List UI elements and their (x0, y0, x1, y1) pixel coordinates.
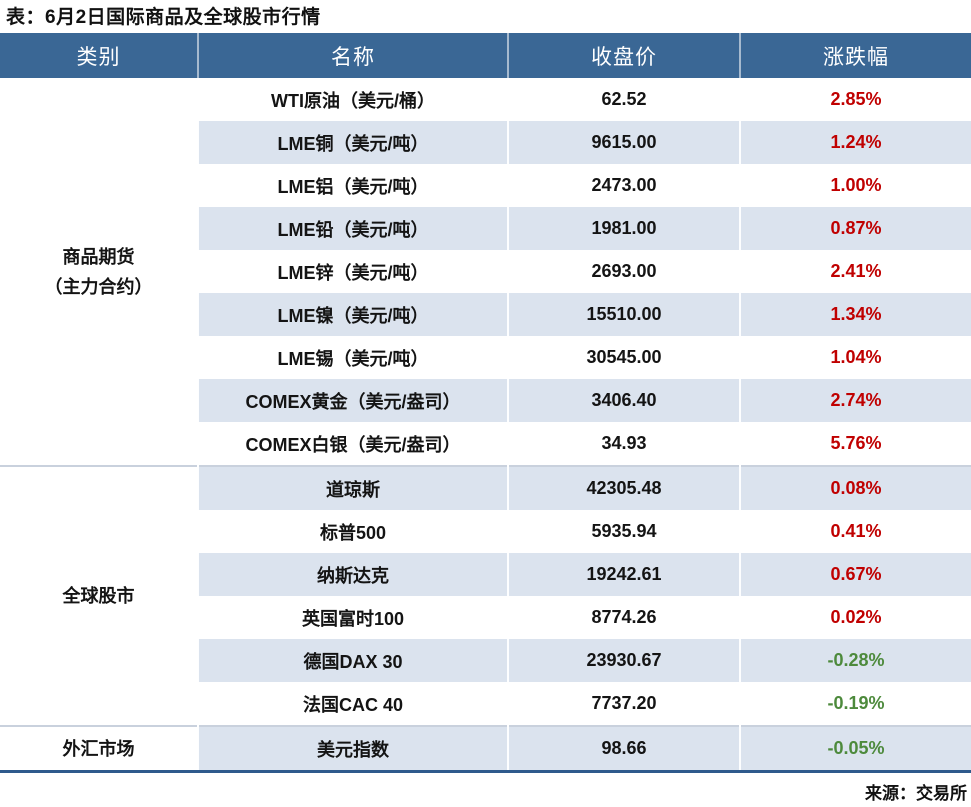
close-price-cell: 2693.00 (507, 250, 740, 293)
market-table: 类别 名称 收盘价 涨跌幅 商品期货 （主力合约） WTI原油（美元/桶） 62.52 2.8… (0, 33, 971, 770)
name-cell: 纳斯达克 (197, 553, 508, 596)
table-row: COMEX白银（美元/盎司） 34.93 5.76% (0, 422, 971, 466)
change-percent-cell: 2.74% (739, 379, 971, 422)
change-percent-cell: 2.85% (739, 78, 971, 121)
name-cell: WTI原油（美元/桶） (197, 78, 508, 121)
table-row: 外汇市场 美元指数 98.66 -0.05% (0, 725, 971, 770)
change-percent-cell: 0.67% (739, 553, 971, 596)
header-row: 类别 名称 收盘价 涨跌幅 (0, 33, 971, 78)
table-row: LME铝（美元/吨） 2473.00 1.00% (0, 164, 971, 207)
table-row: 德国DAX 30 23930.67 -0.28% (0, 639, 971, 682)
name-cell: LME铜（美元/吨） (197, 121, 508, 164)
table-row: LME镍（美元/吨） 15510.00 1.34% (0, 293, 971, 336)
close-price-cell: 15510.00 (507, 293, 740, 336)
change-percent-cell: 0.08% (739, 465, 971, 510)
close-price-cell: 1981.00 (507, 207, 740, 250)
category-line: 外汇市场 (62, 738, 135, 759)
table-row: 全球股市 道琼斯 42305.48 0.08% (0, 465, 971, 726)
close-price-cell: 30545.00 (507, 336, 740, 379)
column-header-2: 收盘价 (507, 33, 740, 78)
column-header-1: 名称 (197, 33, 508, 78)
close-price-cell: 7737.20 (507, 682, 740, 726)
name-cell: 法国CAC 40 (197, 682, 508, 726)
change-percent-cell: 0.02% (739, 596, 971, 639)
table-row: 标普500 5935.94 0.41% (0, 510, 971, 553)
change-percent-cell: 1.24% (739, 121, 971, 164)
name-cell: LME铝（美元/吨） (197, 164, 508, 207)
name-cell: 英国富时100 (197, 596, 508, 639)
table-row: COMEX黄金（美元/盎司） 3406.40 2.74% (0, 379, 971, 422)
table-title: 表：6月2日国际商品及全球股市行情 (6, 7, 321, 28)
column-header-3: 涨跌幅 (739, 33, 971, 78)
change-percent-cell: 0.87% (739, 207, 971, 250)
column-header-0: 类别 (0, 33, 198, 78)
close-price-cell: 62.52 (507, 78, 740, 121)
table-row: LME锌（美元/吨） 2693.00 2.41% (0, 250, 971, 293)
category-line: 全球股市 (62, 586, 135, 606)
change-percent-cell: 5.76% (739, 422, 971, 466)
change-percent-cell: 1.34% (739, 293, 971, 336)
name-cell: LME锡（美元/吨） (197, 336, 508, 379)
category-cell: 外汇市场 (0, 725, 198, 770)
name-cell: LME铅（美元/吨） (197, 207, 508, 250)
table-row: LME锡（美元/吨） 30545.00 1.04% (0, 336, 971, 379)
close-price-cell: 8774.26 (507, 596, 740, 639)
category-cell: 全球股市 (0, 465, 198, 726)
change-percent-cell: 2.41% (739, 250, 971, 293)
market-table-body: 商品期货 （主力合约） WTI原油（美元/桶） 62.52 2.85% LME铜（美元/吨… (0, 78, 971, 770)
change-percent-cell: -0.19% (739, 682, 971, 726)
name-cell: 标普500 (197, 510, 508, 553)
change-percent-cell: 0.41% (739, 510, 971, 553)
name-cell: 美元指数 (197, 725, 508, 770)
name-cell: 道琼斯 (197, 465, 508, 510)
market-table-wrap: 类别 名称 收盘价 涨跌幅 商品期货 （主力合约） WTI原油（美元/桶） 62.52 2.8… (0, 33, 971, 773)
close-price-cell: 5935.94 (507, 510, 740, 553)
table-row: 纳斯达克 19242.61 0.67% (0, 553, 971, 596)
change-percent-cell: -0.05% (739, 725, 971, 770)
change-percent-cell: 1.00% (739, 164, 971, 207)
close-price-cell: 2473.00 (507, 164, 740, 207)
change-percent-cell: 1.04% (739, 336, 971, 379)
change-percent-cell: -0.28% (739, 639, 971, 682)
table-row: LME铜（美元/吨） 9615.00 1.24% (0, 121, 971, 164)
source-label: 来源：交易所 (865, 784, 967, 803)
table-row: 法国CAC 40 7737.20 -0.19% (0, 682, 971, 726)
table-row: 商品期货 （主力合约） WTI原油（美元/桶） 62.52 2.85% (0, 78, 971, 466)
name-cell: COMEX黄金（美元/盎司） (197, 379, 508, 422)
close-price-cell: 23930.67 (507, 639, 740, 682)
table-row: 英国富时100 8774.26 0.02% (0, 596, 971, 639)
close-price-cell: 9615.00 (507, 121, 740, 164)
name-cell: LME镍（美元/吨） (197, 293, 508, 336)
table-row: LME铅（美元/吨） 1981.00 0.87% (0, 207, 971, 250)
close-price-cell: 19242.61 (507, 553, 740, 596)
name-cell: 德国DAX 30 (197, 639, 508, 682)
name-cell: COMEX白银（美元/盎司） (197, 422, 508, 466)
close-price-cell: 34.93 (507, 422, 740, 466)
close-price-cell: 3406.40 (507, 379, 740, 422)
category-line: 商品期货 (62, 246, 135, 267)
close-price-cell: 42305.48 (507, 465, 740, 510)
name-cell: LME锌（美元/吨） (197, 250, 508, 293)
category-cell: 商品期货 （主力合约） (0, 78, 198, 466)
close-price-cell: 98.66 (507, 725, 740, 770)
category-line: （主力合约） (44, 276, 153, 297)
